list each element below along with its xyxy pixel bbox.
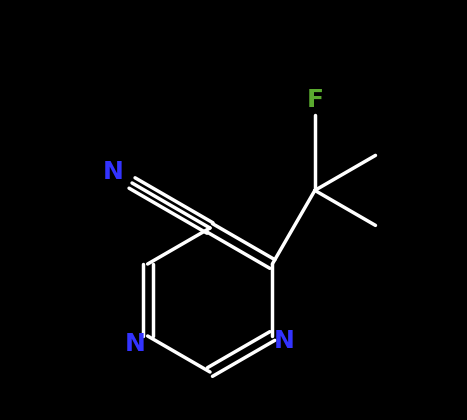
Text: F: F — [306, 88, 323, 113]
Text: N: N — [103, 160, 123, 184]
Text: N: N — [274, 329, 295, 353]
Text: N: N — [125, 332, 146, 356]
